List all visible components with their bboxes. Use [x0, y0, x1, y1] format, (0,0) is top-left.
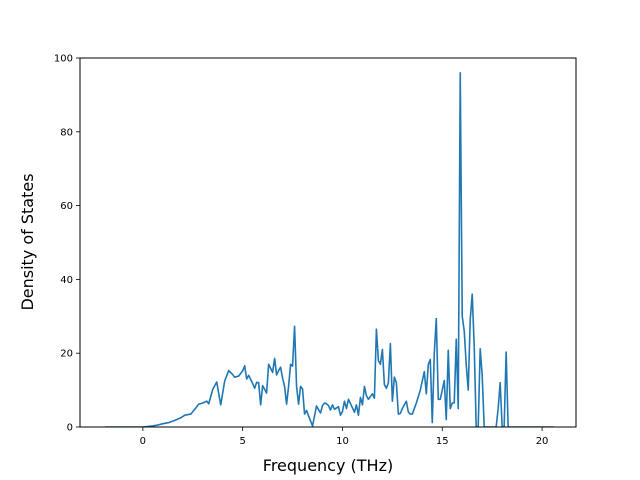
x-tick-label: 20: [536, 436, 549, 447]
y-tick-label: 80: [60, 127, 73, 138]
y-tick-label: 40: [60, 275, 73, 286]
y-axis: 0 20 40 60 80 100: [54, 54, 80, 434]
x-axis-label: Frequency (THz): [263, 456, 393, 475]
x-axis: 0 5 10 15 20: [140, 427, 549, 447]
x-tick-label: 10: [336, 436, 349, 447]
y-tick-label: 0: [67, 423, 73, 434]
x-tick-label: 0: [140, 436, 146, 447]
plot-frame: [79, 57, 577, 428]
y-tick-label: 20: [60, 349, 73, 360]
x-tick-label: 15: [436, 436, 449, 447]
y-axis-label: Density of States: [18, 173, 37, 310]
x-tick-label: 5: [239, 436, 245, 447]
series-line-0: [104, 71, 555, 427]
y-tick-label: 60: [60, 201, 73, 212]
y-tick-label: 100: [54, 54, 73, 65]
